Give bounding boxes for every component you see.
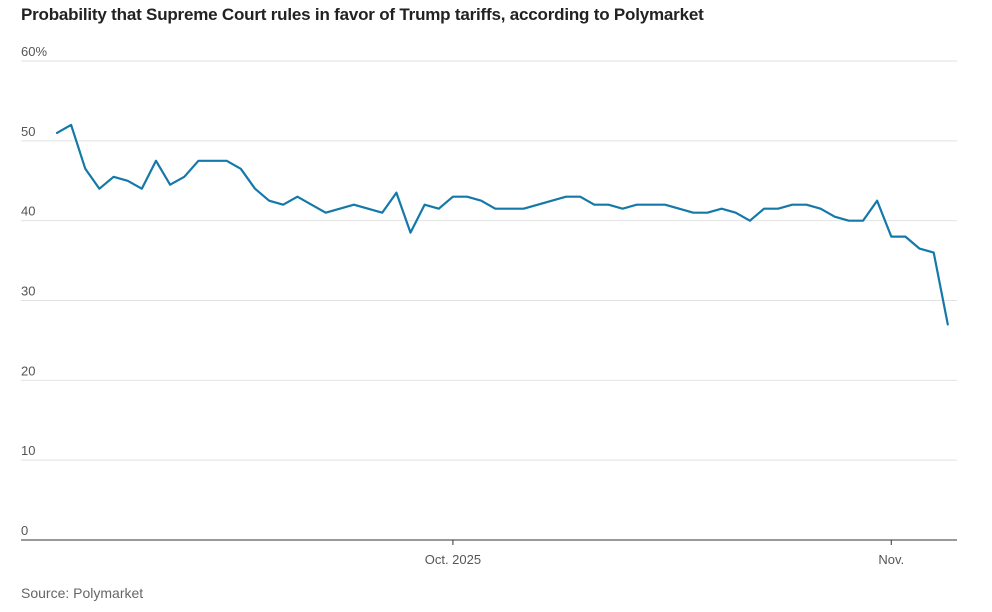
series-line-0: [55, 123, 949, 326]
y-tick-label: 40: [21, 204, 35, 219]
x-tick-label: Oct. 2025: [425, 552, 481, 567]
y-tick-label: 60%: [21, 44, 47, 59]
y-tick-label: 0: [21, 523, 28, 538]
x-axis: Oct. 2025 Nov.: [21, 539, 957, 567]
y-tick-label: 50: [21, 124, 35, 139]
series-layer: [55, 123, 949, 326]
source-note: Source: Polymarket: [21, 585, 144, 601]
x-tick-label: Nov.: [878, 552, 904, 567]
y-axis-labels: 60% 50 40 30 20 10 0: [21, 44, 47, 538]
y-tick-label: 20: [21, 363, 35, 378]
y-tick-label: 30: [21, 284, 35, 299]
chart-title: Probability that Supreme Court rules in …: [21, 5, 704, 24]
y-tick-label: 10: [21, 443, 35, 458]
gridlines: [21, 60, 957, 461]
